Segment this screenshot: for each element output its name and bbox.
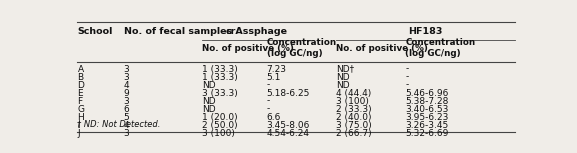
Text: 3.40-6.53: 3.40-6.53 bbox=[405, 104, 449, 114]
Text: 3 (100): 3 (100) bbox=[202, 129, 235, 138]
Text: 2 (50.0): 2 (50.0) bbox=[202, 121, 237, 130]
Text: ND: ND bbox=[336, 73, 350, 82]
Text: 1 (20.0): 1 (20.0) bbox=[202, 113, 237, 122]
Text: 1 (33.3): 1 (33.3) bbox=[202, 65, 238, 74]
Text: Concentration
(log GC/ng): Concentration (log GC/ng) bbox=[267, 38, 337, 58]
Text: E: E bbox=[77, 89, 83, 98]
Text: F: F bbox=[77, 97, 83, 106]
Text: I: I bbox=[77, 121, 80, 130]
Text: G: G bbox=[77, 104, 84, 114]
Text: -: - bbox=[267, 97, 270, 106]
Text: 3 (100): 3 (100) bbox=[336, 97, 369, 106]
Text: 9: 9 bbox=[123, 89, 129, 98]
Text: 7.23: 7.23 bbox=[267, 65, 287, 74]
Text: -: - bbox=[405, 65, 409, 74]
Text: 3.45-8.06: 3.45-8.06 bbox=[267, 121, 310, 130]
Text: 6.6: 6.6 bbox=[267, 113, 281, 122]
Text: No. of positive (%): No. of positive (%) bbox=[336, 44, 428, 53]
Text: D: D bbox=[77, 80, 84, 90]
Text: ND: ND bbox=[202, 104, 215, 114]
Text: HF183: HF183 bbox=[408, 27, 443, 36]
Text: 3 (75.0): 3 (75.0) bbox=[336, 121, 372, 130]
Text: 5.1: 5.1 bbox=[267, 73, 281, 82]
Text: 4: 4 bbox=[123, 121, 129, 130]
Text: 3: 3 bbox=[123, 97, 129, 106]
Text: -: - bbox=[267, 80, 270, 90]
Text: 3.95-6.23: 3.95-6.23 bbox=[405, 113, 449, 122]
Text: Concentration
(log GC/ng): Concentration (log GC/ng) bbox=[405, 38, 475, 58]
Text: 5.46-6.96: 5.46-6.96 bbox=[405, 89, 449, 98]
Text: J: J bbox=[77, 129, 80, 138]
Text: 3.26-3.45: 3.26-3.45 bbox=[405, 121, 448, 130]
Text: 2 (40.0): 2 (40.0) bbox=[336, 113, 372, 122]
Text: ND†: ND† bbox=[336, 65, 354, 74]
Text: -: - bbox=[405, 73, 409, 82]
Text: 5.18-6.25: 5.18-6.25 bbox=[267, 89, 310, 98]
Text: 5.38-7.28: 5.38-7.28 bbox=[405, 97, 449, 106]
Text: crAssphage: crAssphage bbox=[226, 27, 287, 36]
Text: 2 (66.7): 2 (66.7) bbox=[336, 129, 372, 138]
Text: 2 (33.3): 2 (33.3) bbox=[336, 104, 372, 114]
Text: A: A bbox=[77, 65, 84, 74]
Text: 6: 6 bbox=[123, 104, 129, 114]
Text: 3: 3 bbox=[123, 65, 129, 74]
Text: 4.54-6.24: 4.54-6.24 bbox=[267, 129, 310, 138]
Text: 4 (44.4): 4 (44.4) bbox=[336, 89, 371, 98]
Text: 1 (33.3): 1 (33.3) bbox=[202, 73, 238, 82]
Text: B: B bbox=[77, 73, 84, 82]
Text: H: H bbox=[77, 113, 84, 122]
Text: No. of fecal samples: No. of fecal samples bbox=[123, 27, 232, 36]
Text: No. of positive (%): No. of positive (%) bbox=[202, 44, 294, 53]
Text: 3 (33.3): 3 (33.3) bbox=[202, 89, 238, 98]
Text: -: - bbox=[267, 104, 270, 114]
Text: 5.32-6.69: 5.32-6.69 bbox=[405, 129, 449, 138]
Text: ND: ND bbox=[336, 80, 350, 90]
Text: -: - bbox=[405, 80, 409, 90]
Text: 3: 3 bbox=[123, 73, 129, 82]
Text: † ND: Not Detected.: † ND: Not Detected. bbox=[77, 119, 161, 128]
Text: ND: ND bbox=[202, 80, 215, 90]
Text: ND: ND bbox=[202, 97, 215, 106]
Text: 4: 4 bbox=[123, 80, 129, 90]
Text: 5: 5 bbox=[123, 113, 129, 122]
Text: 3: 3 bbox=[123, 129, 129, 138]
Text: School: School bbox=[77, 27, 113, 36]
